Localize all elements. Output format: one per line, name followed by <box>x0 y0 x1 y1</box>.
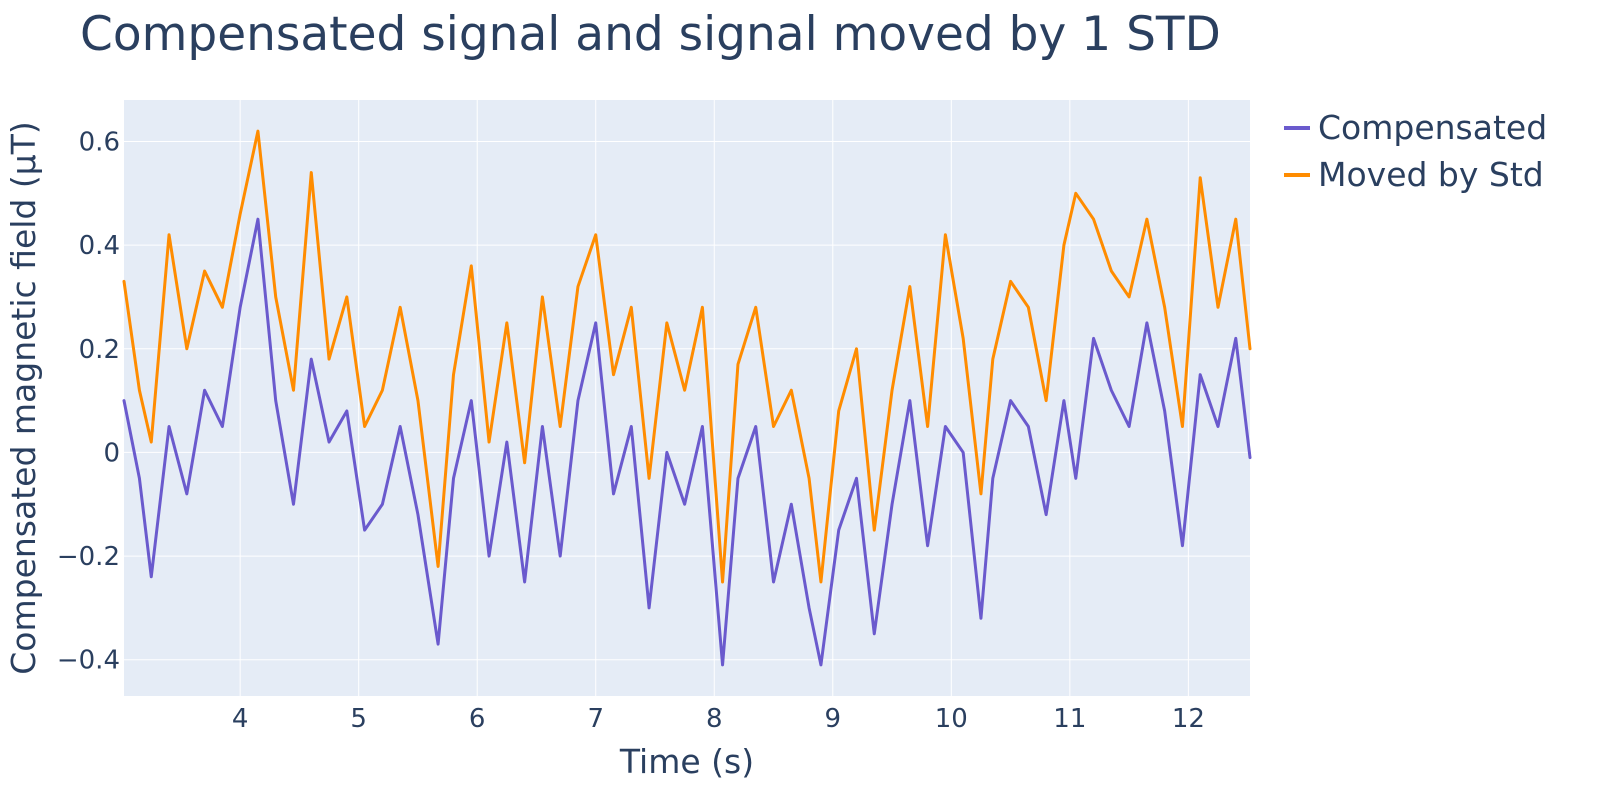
x-tick-label: 4 <box>232 704 249 734</box>
y-axis-title: Compensated magnetic field (µT) <box>4 121 43 675</box>
legend-label-compensated: Compensated <box>1318 108 1547 147</box>
x-tick-label: 6 <box>469 704 486 734</box>
x-tick-label: 10 <box>935 704 968 734</box>
x-tick-label: 8 <box>706 704 723 734</box>
x-tick-label: 5 <box>350 704 367 734</box>
series-layer <box>122 129 1252 667</box>
x-axis-title: Time (s) <box>619 742 754 781</box>
x-tick-label: 11 <box>1053 704 1086 734</box>
y-axis-ticks: 0.6 0.4 0.2 0 −0.2 −0.4 <box>57 127 120 675</box>
legend: Compensated Moved by Std <box>1284 108 1547 194</box>
x-tick-label: 9 <box>825 704 842 734</box>
legend-label-moved-by-std: Moved by Std <box>1318 155 1544 194</box>
chart-title: Compensated signal and signal moved by 1… <box>80 7 1221 62</box>
y-tick-label: −0.4 <box>57 646 120 676</box>
series-line-compensated <box>122 217 1252 667</box>
x-tick-label: 12 <box>1172 704 1205 734</box>
y-tick-label: 0 <box>103 438 120 468</box>
plot-area <box>124 100 1250 696</box>
y-tick-label: 0.6 <box>79 127 120 157</box>
grid-layer <box>124 100 1250 696</box>
x-axis-ticks: 4 5 6 7 8 9 10 11 12 <box>232 704 1205 734</box>
y-tick-label: −0.2 <box>57 542 120 572</box>
y-tick-label: 0.4 <box>79 231 120 261</box>
y-tick-label: 0.2 <box>79 335 120 365</box>
series-line-moved-by-std <box>122 129 1252 584</box>
x-tick-label: 7 <box>587 704 604 734</box>
